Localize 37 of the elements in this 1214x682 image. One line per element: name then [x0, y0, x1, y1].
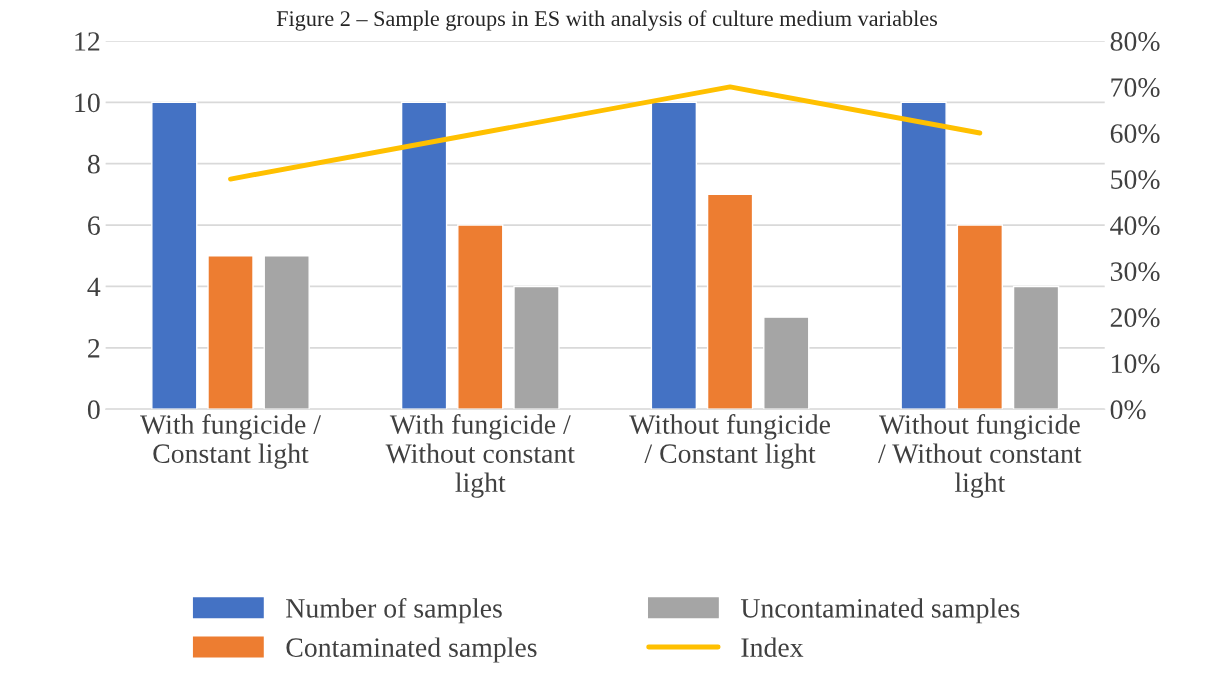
x-tick-label: Without fungicide / Constant light [629, 414, 830, 469]
y2-tick-label: 60% [1110, 124, 1160, 143]
bar [263, 255, 310, 410]
bar [900, 101, 947, 410]
y-tick-label: 6 [88, 216, 100, 235]
y2-tick-label: 50% [1111, 170, 1160, 190]
y2-tick-label: 20% [1110, 308, 1160, 328]
bar [207, 255, 254, 410]
y2-tick-label: 0% [1110, 400, 1146, 420]
chart-title: Figure 2 – Sample groups in ES with analysis of culture medium variables [276, 10, 937, 31]
y-tick-label: 2 [88, 339, 100, 358]
bar [400, 101, 448, 410]
bar [151, 101, 198, 410]
bar [513, 285, 560, 410]
x-tick-label: Without fungicide / Without constant light [878, 414, 1082, 498]
y-tick-label: 4 [87, 277, 101, 297]
y2-tick-label: 70% [1111, 78, 1160, 97]
y-tick-label: 12 [75, 32, 100, 51]
y-tick-label: 0 [87, 400, 100, 420]
legend-label: Uncontaminated samples [740, 598, 1020, 624]
bar [650, 101, 698, 410]
y2-tick-label: 10% [1112, 354, 1160, 374]
x-tick-label: With fungicide / Without constant light [385, 414, 575, 498]
bar [706, 193, 754, 410]
y2-tick-label: 40% [1110, 216, 1160, 236]
bar [763, 316, 810, 410]
legend-label: Number of samples [286, 597, 502, 624]
bar [956, 224, 1004, 410]
y2-tick-label: 80% [1110, 32, 1160, 51]
legend-label: Index [741, 637, 804, 657]
legend-label: Contaminated samples [286, 637, 537, 663]
y-tick-label: 10 [75, 93, 100, 113]
y2-tick-label: 30% [1110, 262, 1160, 282]
bar [457, 224, 504, 410]
x-tick-label: With fungicide / Constant light [140, 414, 321, 469]
bar [1012, 285, 1060, 410]
y-tick-label: 8 [87, 154, 100, 174]
